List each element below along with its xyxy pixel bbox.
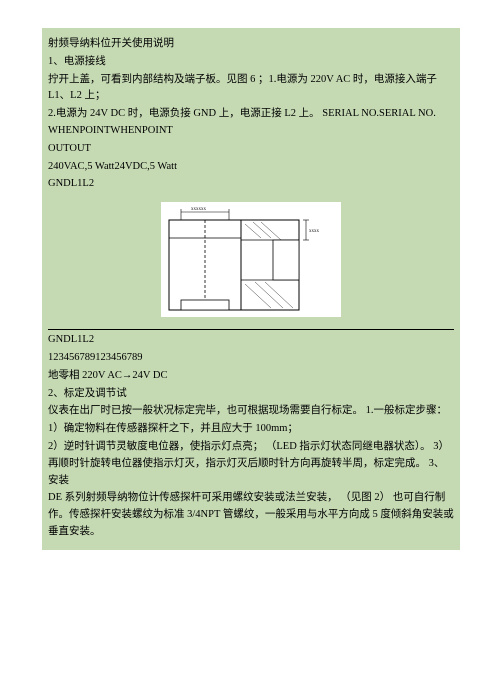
section2-line1: 仪表在出厂时已按一般状况标定完毕，也可根据现场需要自行标定。 1.一般标定步骤： bbox=[48, 403, 454, 420]
diagram-hatch bbox=[245, 224, 261, 238]
separator bbox=[48, 329, 454, 330]
technical-diagram: xxxxxx xxxx bbox=[161, 202, 341, 317]
section2-step2: 2）逆时针调节灵敏度电位器，使指示灯点亮； （LED 指示灯状态同继电器状态）。… bbox=[48, 439, 454, 489]
gnd-line-2: GNDL1L2 bbox=[48, 332, 454, 349]
doc-title: 射频导纳料位开关使用说明 bbox=[48, 36, 454, 53]
section1-line2: 2.电源为 24V DC 时，电源负接 GND 上，电源正接 L2 上。 SER… bbox=[48, 106, 454, 140]
section2-heading: 2、标定及调节试 bbox=[48, 386, 454, 403]
diagram-cutout bbox=[273, 240, 299, 280]
diagram-hatch bbox=[253, 222, 271, 238]
section1-heading: 1、电源接线 bbox=[48, 54, 454, 71]
voltage-line: 240VAC,5 Watt24VDC,5 Watt bbox=[48, 159, 454, 176]
diagram-container: xxxxxx xxxx bbox=[48, 194, 454, 325]
diagram-svg: xxxxxx xxxx bbox=[161, 202, 341, 317]
gnd-line-1: GNDL1L2 bbox=[48, 176, 454, 193]
diagram-slot bbox=[181, 300, 229, 310]
diagram-dim-label: xxxx bbox=[309, 229, 320, 234]
diagram-dim-label: xxxxxx bbox=[191, 207, 207, 212]
document-page: 射频导纳料位开关使用说明 1、电源接线 拧开上盖，可看到内部结构及端子板。见图 … bbox=[42, 28, 460, 550]
diagram-hatch bbox=[261, 222, 281, 240]
ground-phase: 地零相 220V AC→24V DC bbox=[48, 368, 454, 385]
outout-line: OUTOUT bbox=[48, 141, 454, 158]
numbers-line: 12345678912345678​9 bbox=[48, 350, 454, 367]
section1-line1: 拧开上盖，可看到内部结构及端子板。见图 6 ；1.电源为 220V AC 时，电… bbox=[48, 72, 454, 106]
section2-step1: 1）确定物料在传感器探杆之下，并且应大于 100mm； bbox=[48, 421, 454, 438]
diagram-hatch bbox=[245, 284, 271, 308]
section2-step3: DE 系列射频导纳物位计传感探杆可采用螺纹安装或法兰安装， （见图 2） 也可自… bbox=[48, 490, 454, 540]
